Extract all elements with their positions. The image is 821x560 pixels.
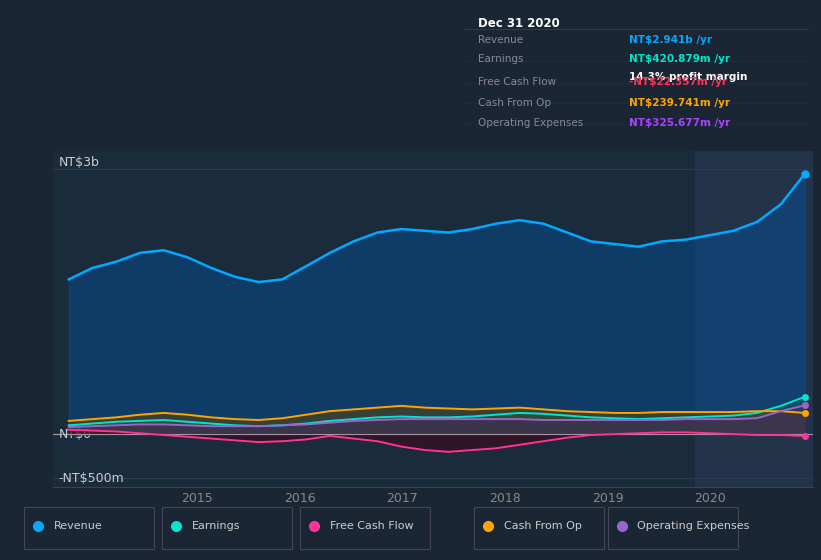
- Text: 14.3% profit margin: 14.3% profit margin: [630, 72, 748, 82]
- Text: Operating Expenses: Operating Expenses: [478, 118, 583, 128]
- Text: NT$325.677m /yr: NT$325.677m /yr: [630, 118, 731, 128]
- Text: Revenue: Revenue: [54, 521, 103, 531]
- Text: NT$420.879m /yr: NT$420.879m /yr: [630, 54, 731, 64]
- Text: Cash From Op: Cash From Op: [503, 521, 581, 531]
- Text: -NT$22.357m /yr: -NT$22.357m /yr: [630, 77, 727, 87]
- FancyBboxPatch shape: [163, 507, 292, 549]
- Text: NT$3b: NT$3b: [58, 156, 99, 169]
- FancyBboxPatch shape: [300, 507, 430, 549]
- FancyBboxPatch shape: [608, 507, 737, 549]
- Text: Cash From Op: Cash From Op: [478, 97, 551, 108]
- Text: Dec 31 2020: Dec 31 2020: [478, 17, 559, 30]
- Text: Operating Expenses: Operating Expenses: [637, 521, 750, 531]
- Text: Free Cash Flow: Free Cash Flow: [330, 521, 414, 531]
- Text: NT$239.741m /yr: NT$239.741m /yr: [630, 97, 731, 108]
- Text: Revenue: Revenue: [478, 35, 523, 45]
- Text: -NT$500m: -NT$500m: [58, 472, 124, 485]
- Text: NT$0: NT$0: [58, 428, 92, 441]
- FancyBboxPatch shape: [25, 507, 154, 549]
- Text: Earnings: Earnings: [478, 54, 523, 64]
- FancyBboxPatch shape: [474, 507, 603, 549]
- Bar: [695, 151, 813, 487]
- Text: Free Cash Flow: Free Cash Flow: [478, 77, 556, 87]
- Text: NT$2.941b /yr: NT$2.941b /yr: [630, 35, 713, 45]
- Text: Earnings: Earnings: [192, 521, 241, 531]
